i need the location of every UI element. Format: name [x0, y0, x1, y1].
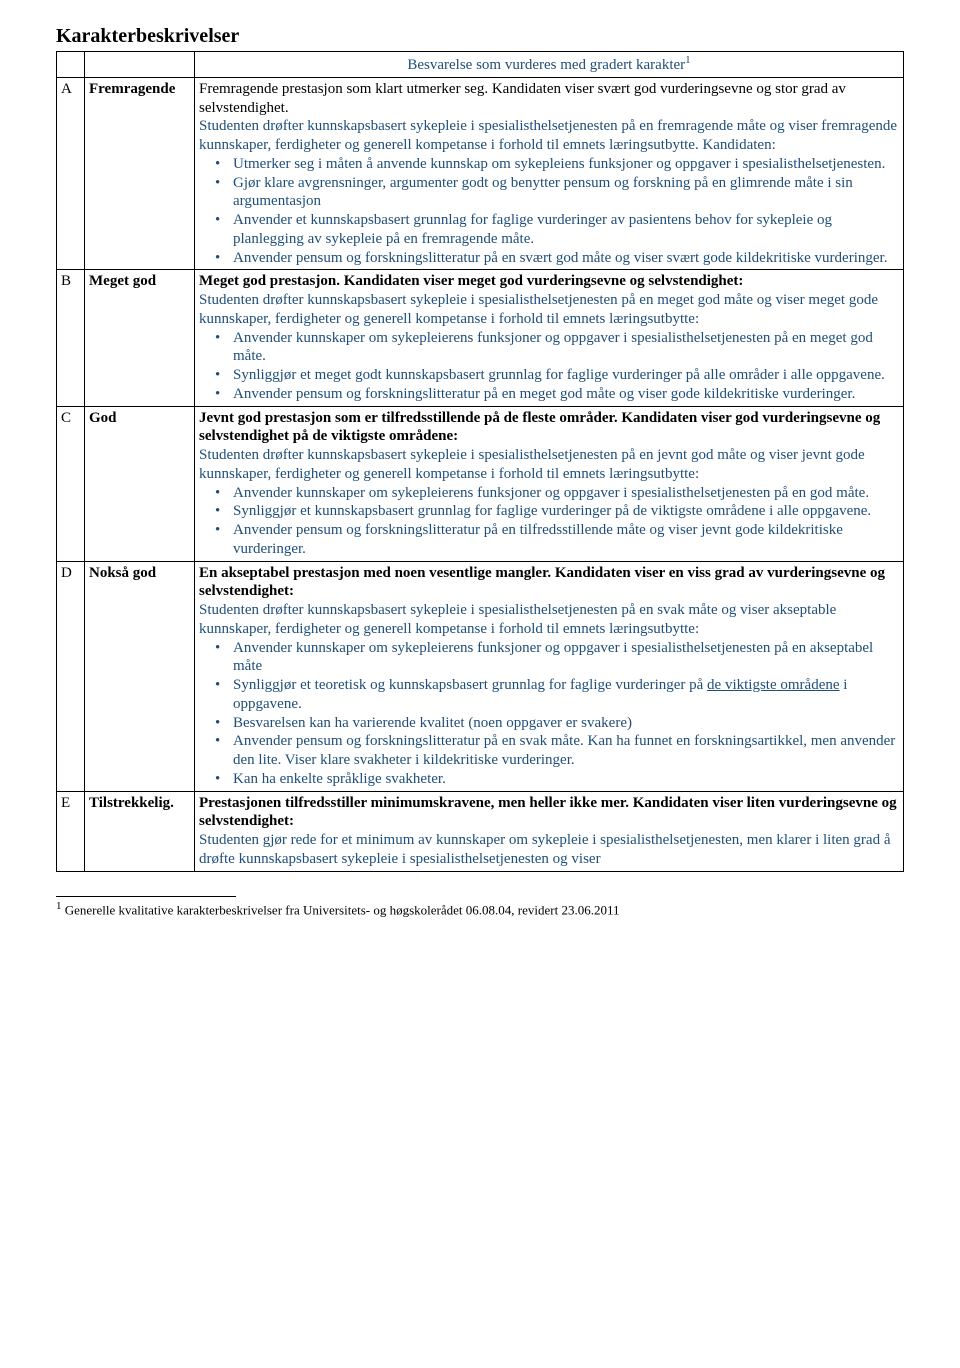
lead-bold: En akseptabel prestasjon med noen vesent…: [199, 565, 885, 600]
grade-letter: B: [57, 270, 85, 406]
intro-para: Studenten gjør rede for et minimum av ku…: [199, 831, 899, 869]
lead-bold: Jevnt god prestasjon som er tilfredsstil…: [199, 410, 880, 445]
footnote: 1 Generelle kvalitative karakterbeskrive…: [56, 900, 904, 919]
intro-para: Studenten drøfter kunnskapsbasert sykepl…: [199, 117, 899, 155]
bullet-list: Utmerker seg i måten å anvende kunnskap …: [199, 155, 899, 268]
list-item: Anvender et kunnskapsbasert grunnlag for…: [233, 211, 899, 249]
bullet-list: Anvender kunnskaper om sykepleierens fun…: [199, 484, 899, 559]
list-item: Anvender kunnskaper om sykepleierens fun…: [233, 329, 899, 367]
list-item: Kan ha enkelte språklige svakheter.: [233, 770, 899, 789]
footnote-separator: [56, 896, 236, 897]
table-row: D Nokså god En akseptabel prestasjon med…: [57, 561, 904, 791]
intro-para: Studenten drøfter kunnskapsbasert sykepl…: [199, 291, 899, 329]
grade-name: Tilstrekkelig.: [85, 791, 195, 871]
bullet-pre: Synliggjør et teoretisk og kunnskapsbase…: [233, 677, 707, 693]
list-item: Anvender pensum og forskningslitteratur …: [233, 732, 899, 770]
list-item: Anvender kunnskaper om sykepleierens fun…: [233, 639, 899, 677]
grade-letter: E: [57, 791, 85, 871]
list-item: Synliggjør et meget godt kunnskapsbasert…: [233, 366, 899, 385]
table-row: C God Jevnt god prestasjon som er tilfre…: [57, 406, 904, 561]
grade-desc: En akseptabel prestasjon med noen vesent…: [195, 561, 904, 791]
grade-desc: Fremragende prestasjon som klart utmerke…: [195, 77, 904, 270]
list-item: Synliggjør et kunnskapsbasert grunnlag f…: [233, 502, 899, 521]
grade-letter: A: [57, 77, 85, 270]
grade-name: Nokså god: [85, 561, 195, 791]
lead-text: Fremragende prestasjon som klart utmerke…: [199, 81, 846, 116]
grade-letter: C: [57, 406, 85, 561]
grade-letter: D: [57, 561, 85, 791]
list-item: Anvender kunnskaper om sykepleierens fun…: [233, 484, 899, 503]
grade-desc: Prestasjonen tilfredsstiller minimumskra…: [195, 791, 904, 871]
lead-bold: Prestasjonen tilfredsstiller minimumskra…: [199, 795, 897, 830]
grade-name: Fremragende: [85, 77, 195, 270]
table-row: E Tilstrekkelig. Prestasjonen tilfredsst…: [57, 791, 904, 871]
grade-name: Meget god: [85, 270, 195, 406]
list-item: Synliggjør et teoretisk og kunnskapsbase…: [233, 676, 899, 714]
header-desc-cell: Besvarelse som vurderes med gradert kara…: [195, 52, 904, 78]
grade-table: Besvarelse som vurderes med gradert kara…: [56, 51, 904, 872]
list-item: Gjør klare avgrensninger, argumenter god…: [233, 174, 899, 212]
list-item: Utmerker seg i måten å anvende kunnskap …: [233, 155, 899, 174]
table-header-row: Besvarelse som vurderes med gradert kara…: [57, 52, 904, 78]
header-sup: 1: [685, 54, 691, 66]
list-item: Besvarelsen kan ha varierende kvalitet (…: [233, 714, 899, 733]
grade-desc: Meget god prestasjon. Kandidaten viser m…: [195, 270, 904, 406]
bullet-list: Anvender kunnskaper om sykepleierens fun…: [199, 639, 899, 789]
header-text: Besvarelse som vurderes med gradert kara…: [407, 57, 685, 73]
header-letter-cell: [57, 52, 85, 78]
bullet-underline: de viktigste områdene: [707, 677, 839, 693]
list-item: Anvender pensum og forskningslitteratur …: [233, 249, 899, 268]
intro-para: Studenten drøfter kunnskapsbasert sykepl…: [199, 446, 899, 484]
table-row: B Meget god Meget god prestasjon. Kandid…: [57, 270, 904, 406]
grade-name: God: [85, 406, 195, 561]
list-item: Anvender pensum og forskningslitteratur …: [233, 385, 899, 404]
page-title: Karakterbeskrivelser: [56, 24, 904, 49]
header-name-cell: [85, 52, 195, 78]
bullet-list: Anvender kunnskaper om sykepleierens fun…: [199, 329, 899, 404]
list-item: Anvender pensum og forskningslitteratur …: [233, 521, 899, 559]
footnote-text: Generelle kvalitative karakterbeskrivels…: [62, 902, 620, 917]
table-row: A Fremragende Fremragende prestasjon som…: [57, 77, 904, 270]
grade-desc: Jevnt god prestasjon som er tilfredsstil…: [195, 406, 904, 561]
intro-para: Studenten drøfter kunnskapsbasert sykepl…: [199, 601, 899, 639]
lead-bold: Meget god prestasjon. Kandidaten viser m…: [199, 273, 743, 289]
